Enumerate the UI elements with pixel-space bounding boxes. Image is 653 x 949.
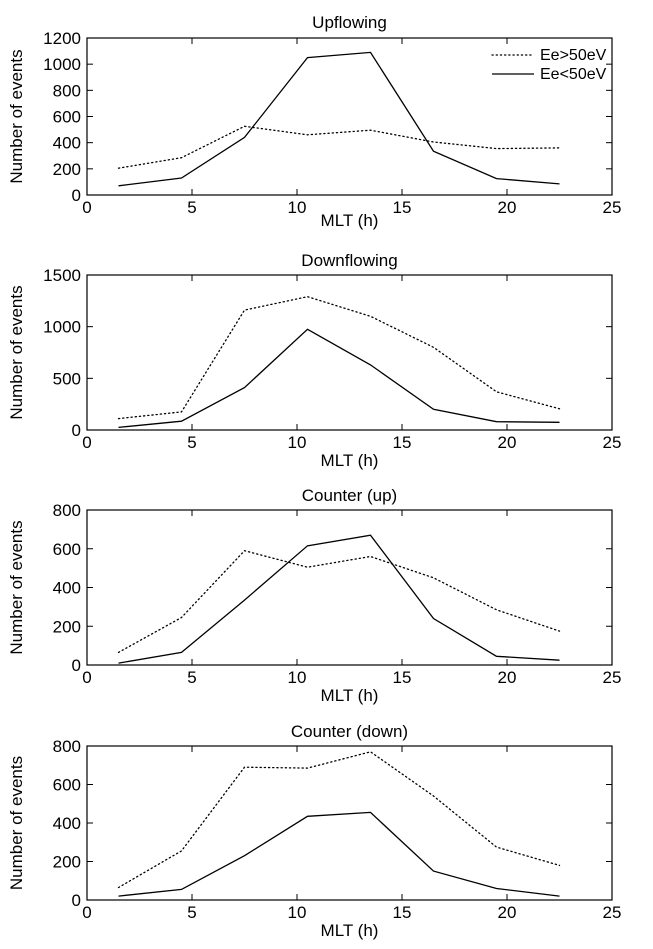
plot-frame — [86, 274, 613, 431]
x-tick-label: 25 — [603, 198, 622, 217]
chart-title: Upflowing — [312, 13, 387, 32]
x-tick-label: 10 — [288, 668, 307, 687]
x-tick-label: 20 — [498, 433, 517, 452]
y-tick-label: 0 — [72, 891, 81, 910]
x-tick-label: 5 — [187, 433, 196, 452]
plot-frame — [86, 37, 613, 196]
chart-title: Counter (up) — [302, 486, 397, 505]
legend-label: Ee<50eV — [540, 66, 607, 83]
y-tick-label: 1000 — [43, 318, 81, 337]
y-tick-label: 600 — [53, 776, 81, 795]
y-tick-label: 500 — [53, 369, 81, 388]
y-axis-label: Number of events — [7, 520, 26, 654]
x-tick-label: 15 — [393, 903, 412, 922]
chart-title: Downflowing — [301, 251, 397, 270]
chart-panel-2: Downflowing 0 5 10 15 20 25 0 500 1000 1500 MLT (h)… — [7, 251, 621, 470]
x-tick-label: 15 — [393, 198, 412, 217]
y-tick-label: 400 — [53, 814, 81, 833]
series-line-solid — [118, 811, 560, 897]
x-tick-label: 0 — [82, 433, 91, 452]
series-line-solid — [118, 534, 560, 664]
chart-panel-4: Counter (down) 0 5 10 15 20 25 0 200 400 600 800 MLT… — [7, 722, 621, 940]
x-tick-label: 5 — [187, 198, 196, 217]
x-axis-label: MLT (h) — [321, 451, 379, 470]
y-tick-label: 0 — [72, 186, 81, 205]
y-tick-label: 1500 — [43, 266, 81, 285]
series-line-dotted — [117, 751, 561, 889]
legend: Ee>50eV Ee<50eV — [491, 47, 607, 83]
legend-label: Ee>50eV — [540, 47, 607, 64]
x-tick-label: 5 — [187, 903, 196, 922]
y-tick-label: 800 — [53, 737, 81, 756]
x-tick-label: 5 — [187, 668, 196, 687]
chart-title: Counter (down) — [291, 722, 408, 741]
y-tick-label: 400 — [53, 579, 81, 598]
x-tick-label: 15 — [393, 668, 412, 687]
x-tick-label: 20 — [498, 198, 517, 217]
x-tick-label: 10 — [288, 433, 307, 452]
x-tick-label: 0 — [82, 668, 91, 687]
x-tick-label: 25 — [603, 903, 622, 922]
y-tick-label: 200 — [53, 160, 81, 179]
x-tick-label: 10 — [288, 903, 307, 922]
series-line-dotted — [117, 125, 561, 169]
y-tick-label: 600 — [53, 108, 81, 127]
chart-panel-3: Counter (up) 0 5 10 15 20 25 0 200 400 600 800 MLT (… — [7, 486, 621, 705]
x-axis-label: MLT (h) — [321, 686, 379, 705]
y-axis-label: Number of events — [7, 756, 26, 890]
x-tick-label: 10 — [288, 198, 307, 217]
series-line-solid — [118, 328, 560, 429]
series-line-solid — [118, 51, 560, 187]
y-tick-label: 1000 — [43, 55, 81, 74]
y-tick-label: 200 — [53, 853, 81, 872]
y-tick-label: 400 — [53, 134, 81, 153]
y-tick-label: 0 — [72, 421, 81, 440]
y-tick-label: 600 — [53, 540, 81, 559]
y-tick-label: 800 — [53, 501, 81, 520]
series-line-dotted — [117, 549, 561, 654]
y-tick-label: 800 — [53, 81, 81, 100]
x-tick-label: 0 — [82, 198, 91, 217]
y-axis-label: Number of events — [7, 285, 26, 419]
plot-frame — [86, 745, 613, 901]
x-tick-label: 20 — [498, 668, 517, 687]
y-axis-label: Number of events — [7, 49, 26, 183]
x-tick-label: 0 — [82, 903, 91, 922]
x-tick-label: 20 — [498, 903, 517, 922]
plot-frame — [86, 509, 613, 666]
y-tick-label: 1200 — [43, 29, 81, 48]
x-tick-label: 25 — [603, 433, 622, 452]
x-tick-label: 25 — [603, 668, 622, 687]
y-tick-label: 0 — [72, 656, 81, 675]
y-tick-label: 200 — [53, 617, 81, 636]
series-line-dotted — [117, 296, 561, 420]
x-tick-label: 15 — [393, 433, 412, 452]
x-axis-label: MLT (h) — [321, 921, 379, 940]
x-axis-label: MLT (h) — [321, 211, 379, 230]
